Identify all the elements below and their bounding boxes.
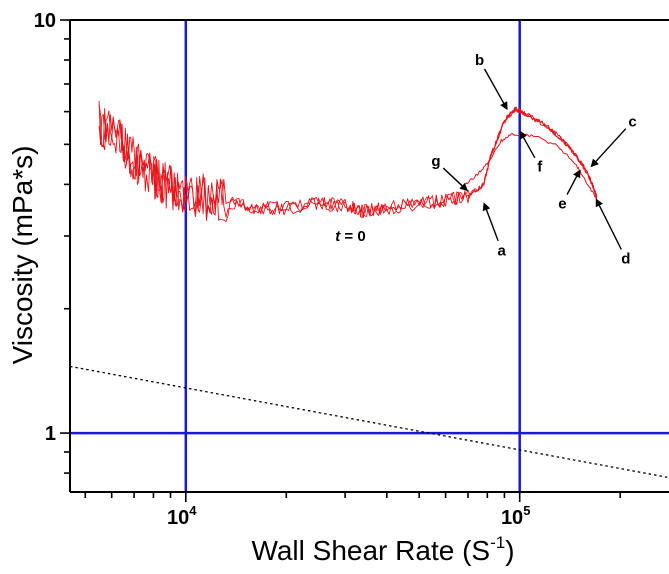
x-axis-title-sup: -1 [490, 533, 505, 552]
y-tick-label-2: 10 [34, 10, 56, 32]
annotation-arrow-a [484, 204, 499, 242]
annotation-label-d: d [621, 250, 630, 267]
dotted-reference-series [69, 365, 669, 479]
viscosity-trace-3 [98, 106, 598, 220]
annotation-arrowhead-e [573, 169, 581, 179]
annotation-label-c: c [628, 113, 636, 130]
annotation-arrowhead-f [519, 130, 528, 140]
axes: 104 105 1 10 [34, 10, 669, 529]
annotation-arrow-b [483, 68, 507, 108]
annotation-arrow-g [442, 167, 467, 190]
x-tick-label-2: 105 [501, 503, 530, 529]
annotation-label-b: b [475, 52, 484, 69]
annotation-arrowhead-d [595, 198, 603, 208]
annotation-arrowhead-a [482, 202, 491, 212]
x-axis-title: Wall Shear Rate (S-1) [251, 533, 514, 566]
y-tick-label-1: 1 [45, 423, 56, 445]
labels: a b c d e f g t = 0 [335, 52, 636, 267]
y-axis-title: Viscosity (mPa*s) [7, 146, 38, 365]
annotation-label-e: e [558, 195, 566, 212]
viscosity-trace-2 [98, 104, 598, 219]
annotation-arrow-c [592, 128, 627, 166]
annotation-label-f: f [537, 159, 543, 176]
annotation-arrowhead-c [590, 158, 599, 168]
viscosity-trace-1 [98, 100, 598, 222]
x-tick-label-1: 104 [167, 503, 197, 529]
annotation-arrow-d [596, 200, 622, 250]
viscosity-return-trace [463, 133, 598, 200]
plot-area [69, 20, 669, 492]
t-zero-label: t = 0 [335, 228, 365, 245]
annotation-label-g: g [431, 153, 440, 170]
annotation-arrowhead-b [500, 101, 508, 111]
annotation-arrowhead-g [459, 182, 468, 192]
annotation-label-a: a [497, 242, 506, 259]
x-axis-title-end: ) [505, 535, 514, 566]
